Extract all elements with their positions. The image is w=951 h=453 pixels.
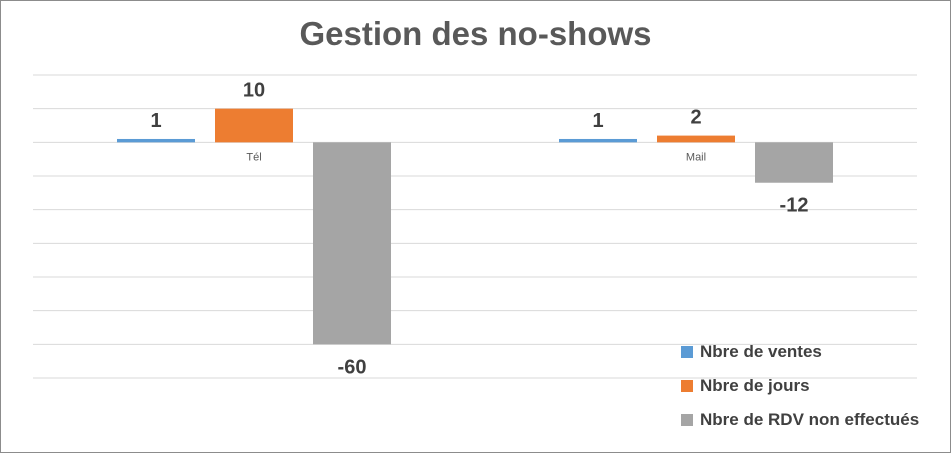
data-label: -12 [780, 195, 809, 217]
legend-label-rdv: Nbre de RDV non effectués [700, 410, 920, 429]
bar [755, 142, 833, 183]
bar [215, 108, 293, 143]
legend-label-ventes: Nbre de ventes [700, 342, 822, 361]
category-label: Mail [686, 151, 706, 163]
data-label: 1 [592, 110, 603, 132]
bar [559, 138, 637, 143]
legend: Nbre de ventes Nbre de jours Nbre de RDV… [681, 335, 919, 437]
legend-swatch-ventes [681, 346, 693, 358]
bar [657, 135, 735, 143]
legend-swatch-jours [681, 380, 693, 392]
data-label: 2 [690, 107, 701, 129]
data-label: 1 [150, 110, 161, 132]
category-label: Tél [246, 151, 261, 163]
data-label: -60 [338, 356, 367, 378]
data-label: 10 [243, 80, 265, 102]
legend-swatch-rdv [681, 414, 693, 426]
legend-item-rdv: Nbre de RDV non effectués [681, 403, 919, 437]
legend-label-jours: Nbre de jours [700, 376, 810, 395]
legend-item-ventes: Nbre de ventes [681, 335, 919, 369]
legend-item-jours: Nbre de jours [681, 369, 919, 403]
chart-title: Gestion des no-shows [299, 15, 652, 52]
bar [313, 142, 391, 345]
bar [117, 138, 195, 143]
